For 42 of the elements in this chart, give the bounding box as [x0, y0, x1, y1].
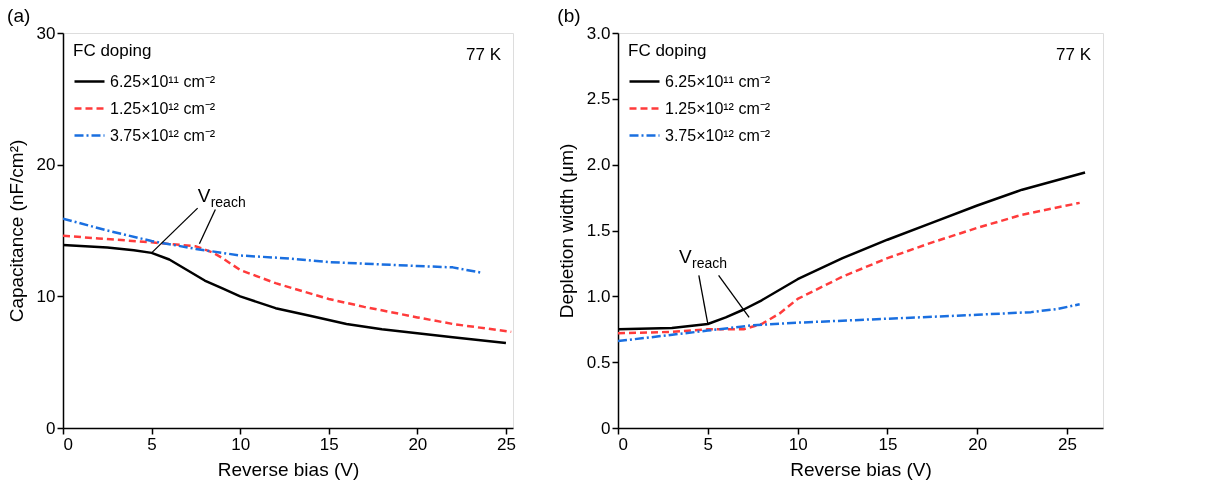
annotation: 77 K: [1056, 45, 1092, 64]
y-tick-label: 2.0: [586, 155, 611, 175]
y-axis-title: Depletion width (μm): [555, 143, 577, 319]
legend-label: 3.75×10¹² cm⁻²: [665, 126, 771, 144]
legend-title: FC doping: [73, 41, 152, 60]
y-tick-label: 2.5: [586, 89, 611, 109]
annotation: 77 K: [466, 45, 502, 64]
y-tick-label: 0: [601, 418, 611, 438]
y-tick-label: 3.0: [586, 23, 611, 43]
x-tick-label: 15: [319, 434, 339, 454]
y-tick-label: 1.0: [586, 286, 611, 306]
x-tick-label: 25: [1058, 434, 1078, 454]
x-tick-label: 10: [231, 434, 251, 454]
y-axis-title: Capacitance (nF/cm²): [5, 139, 27, 323]
x-tick-label: 20: [408, 434, 428, 454]
legend-label: 1.25×10¹² cm⁻²: [665, 99, 771, 117]
x-axis-title: Reverse bias (V): [217, 458, 360, 480]
legend-label: 3.75×10¹² cm⁻²: [110, 126, 216, 144]
line-series: [63, 217, 483, 274]
x-tick-label: 25: [496, 434, 516, 454]
legend-label: 6.25×10¹¹ cm⁻²: [665, 72, 771, 90]
y-tick-label: 0.5: [586, 352, 611, 372]
y-tick-label: 10: [36, 286, 56, 306]
y-tick-label: 1.5: [586, 221, 611, 240]
x-tick-label: 5: [147, 434, 157, 454]
y-tick-label: 20: [36, 155, 56, 175]
x-tick-label: 0: [618, 434, 628, 454]
line-series: [618, 201, 1081, 335]
y-tick-label: 30: [36, 23, 56, 43]
x-axis-title: Reverse bias (V): [790, 458, 932, 480]
y-tick-label: 0: [46, 418, 56, 438]
legend-title: FC doping: [628, 41, 707, 60]
x-tick-label: 5: [703, 434, 714, 454]
chart-title: (a): [7, 5, 31, 26]
chart-title: (b): [557, 5, 581, 26]
x-tick-label: 0: [63, 434, 73, 454]
x-tick-label: 20: [968, 434, 988, 454]
x-tick-label: 15: [878, 434, 898, 454]
legend-label: 1.25×10¹² cm⁻²: [110, 99, 216, 117]
legend-label: 6.25×10¹¹ cm⁻²: [110, 72, 216, 90]
x-tick-label: 10: [788, 434, 808, 454]
line-series: [618, 302, 1081, 343]
